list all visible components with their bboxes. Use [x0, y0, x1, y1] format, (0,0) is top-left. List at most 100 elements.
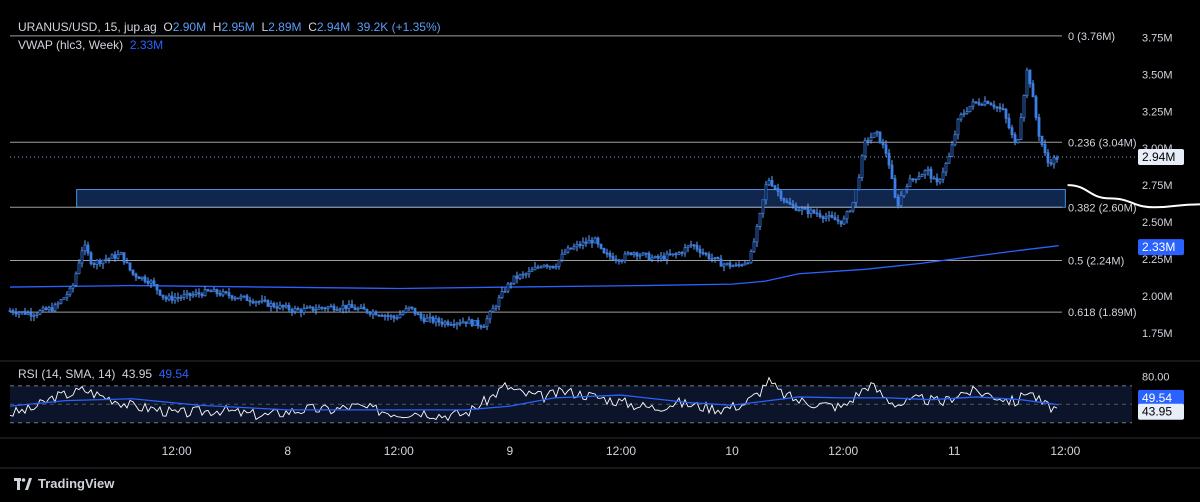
candle-body	[941, 171, 945, 180]
candle-body	[263, 299, 267, 302]
candle-body	[464, 321, 468, 324]
candle-body	[896, 196, 900, 206]
symbol-label[interactable]: URANUS/USD, 15, jup.ag	[18, 20, 157, 34]
candle-body	[311, 306, 315, 311]
candle-body	[767, 180, 771, 186]
candle-body	[788, 202, 792, 205]
candle-body	[101, 259, 105, 265]
candle-body	[680, 252, 684, 254]
candle-body	[281, 304, 285, 308]
candle-body	[770, 180, 774, 187]
candle-body	[728, 262, 732, 267]
candle-body	[869, 137, 873, 141]
open-value: 2.90M	[172, 20, 207, 34]
candle-body	[644, 252, 648, 255]
candle-body	[38, 310, 42, 315]
price-tick-label: 2.50M	[1142, 217, 1173, 229]
candle-body	[341, 304, 345, 310]
candle-body	[95, 260, 99, 265]
candle-body	[419, 313, 423, 319]
candle-body	[314, 308, 318, 311]
candle-body	[899, 195, 903, 206]
candle-body	[998, 106, 1002, 110]
candle-body	[833, 216, 837, 221]
candle-body	[392, 315, 396, 319]
candle-body	[299, 309, 303, 313]
time-axis[interactable]: 12:00 8 12:00 9 12:00 10 12:00 11 12:00	[0, 437, 1200, 469]
candle-body	[722, 263, 726, 267]
candle-body	[404, 308, 408, 313]
rsi-sma-badge-label: 49.54	[1142, 391, 1172, 405]
candle-body	[467, 319, 471, 324]
candle-body	[44, 307, 48, 311]
candle-body	[779, 191, 783, 199]
price-tick-label: 2.75M	[1142, 180, 1173, 192]
candle-body	[209, 290, 213, 293]
candle-body	[983, 100, 987, 106]
candle-body	[923, 170, 927, 176]
candle-body	[251, 301, 255, 304]
candle-body	[647, 253, 651, 261]
candle-body	[479, 325, 483, 328]
candle-body	[584, 241, 588, 244]
time-tick-label: 12:00	[162, 444, 192, 458]
projection-curve[interactable]	[1067, 179, 1200, 209]
time-tick-label: 12:00	[1050, 444, 1080, 458]
candle-body	[950, 144, 954, 157]
rsi-sma-line	[9, 394, 1059, 411]
rsi-legend[interactable]: RSI (14, SMA, 14) 43.95 49.54	[18, 367, 189, 381]
tradingview-brand[interactable]: TradingView	[14, 476, 114, 491]
candle-body	[944, 162, 948, 173]
candle-body	[431, 316, 435, 323]
candle-body	[920, 174, 924, 178]
candle-body	[803, 207, 807, 210]
vwap-label: VWAP (hlc3, Week)	[18, 38, 124, 52]
candle-body	[389, 315, 393, 318]
candle-body	[473, 320, 477, 326]
candle-body	[242, 295, 246, 298]
candle-body	[1007, 117, 1011, 129]
candle-body	[86, 244, 90, 254]
candle-body	[710, 258, 714, 260]
candle-body	[539, 266, 543, 269]
candle-body	[215, 289, 219, 294]
candle-body	[506, 283, 510, 292]
candle-body	[662, 255, 666, 260]
candle-body	[785, 200, 789, 203]
candle-body	[377, 314, 381, 317]
price-axis[interactable]: 1.75M2.00M2.25M2.50M2.75M3.00M3.25M3.50M…	[0, 32, 1200, 362]
candle-body	[932, 177, 936, 180]
candle-body	[137, 276, 141, 280]
candle-body	[20, 310, 24, 313]
candle-body	[959, 114, 963, 120]
candle-body	[593, 237, 597, 244]
candle-body	[635, 252, 639, 257]
candle-body	[623, 253, 627, 261]
candle-body	[776, 188, 780, 192]
candle-body	[197, 292, 201, 295]
fibonacci-levels[interactable]: 0 (3.76M) 0.236 (3.04M) 0.382 (2.60M) 0.5 (…	[10, 31, 1136, 319]
candle-body	[50, 307, 54, 312]
candle-body	[221, 291, 225, 296]
time-tick-label: 9	[507, 444, 514, 458]
candle-body	[947, 156, 951, 164]
candle-body	[398, 314, 402, 319]
tradingview-logo-icon	[14, 477, 32, 490]
candle-body	[965, 111, 969, 114]
support-zone[interactable]	[76, 189, 1066, 208]
candle-body	[611, 256, 615, 260]
vwap-price-badge-label: 2.33M	[1142, 240, 1175, 254]
candle-body	[128, 262, 132, 271]
high-value: 2.95M	[221, 20, 255, 34]
candle-body	[701, 252, 705, 255]
vwap-legend[interactable]: VWAP (hlc3, Week) 2.33M	[18, 38, 163, 52]
candle-body	[497, 297, 501, 307]
candle-body	[824, 216, 828, 219]
candle-body	[257, 301, 261, 304]
candle-body	[386, 315, 390, 317]
candle-body	[1046, 152, 1050, 164]
candle-body	[797, 209, 801, 212]
candle-body	[707, 253, 711, 259]
